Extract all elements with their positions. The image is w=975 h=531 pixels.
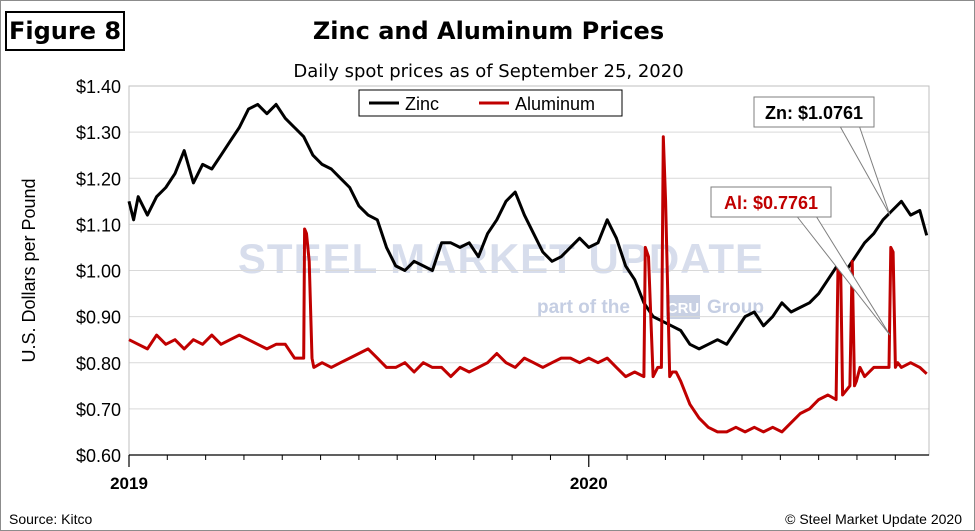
- legend: Zinc Aluminum: [358, 89, 623, 117]
- watermark-cru-box: [666, 295, 700, 319]
- y-tick-label: $1.40: [76, 77, 121, 97]
- watermark-text: STEEL MARKET UPDATE: [238, 235, 764, 282]
- y-tick-label: $0.60: [76, 446, 121, 466]
- axes: $0.60 $0.70 $0.80 $0.90 $1.00 $1.10 $1.20 $1.30…: [19, 77, 930, 493]
- callout-box: [753, 96, 875, 128]
- series-line-aluminum: [128, 135, 928, 434]
- callout-box: [710, 186, 832, 218]
- watermark: STEEL MARKET UPDATE part of the CRU Grou…: [238, 195, 764, 346]
- y-tick-label: $1.20: [76, 169, 121, 189]
- legend-label-zinc: Zinc: [405, 94, 439, 114]
- watermark-sub-mark: CRU: [667, 300, 700, 317]
- callout-pointer: [839, 126, 891, 216]
- chart-subtitle: Daily spot prices as of September 25, 20…: [293, 61, 684, 82]
- y-axis-label: U.S. Dollars per Pound: [19, 178, 39, 362]
- source-note: Source: Kitco: [9, 511, 93, 527]
- callout-label: Zn: $1.0761: [765, 103, 863, 123]
- annotations: Zn: $1.0761 Al: $0.7761: [710, 96, 891, 336]
- y-tick-label: $0.80: [76, 354, 121, 374]
- y-tick-label: $0.90: [76, 308, 121, 328]
- series-layer: [127, 102, 929, 434]
- y-tick-label: $1.10: [76, 215, 121, 235]
- y-tick-label: $1.30: [76, 123, 121, 143]
- watermark-sub-left: part of the: [537, 297, 630, 318]
- figure-label: Figure 8: [5, 11, 125, 51]
- x-tick-label: 2020: [570, 474, 608, 493]
- callout-pointer: [797, 216, 891, 336]
- copyright-note: © Steel Market Update 2020: [785, 511, 962, 527]
- x-tick-label: 2019: [110, 474, 148, 493]
- y-tick-label: $1.00: [76, 262, 121, 282]
- y-tick-label: $0.70: [76, 400, 121, 420]
- chart-title: Zinc and Aluminum Prices: [312, 17, 665, 45]
- legend-label-aluminum: Aluminum: [515, 94, 595, 114]
- callout-label: Al: $0.7761: [724, 193, 818, 213]
- series-line-zinc: [127, 102, 929, 351]
